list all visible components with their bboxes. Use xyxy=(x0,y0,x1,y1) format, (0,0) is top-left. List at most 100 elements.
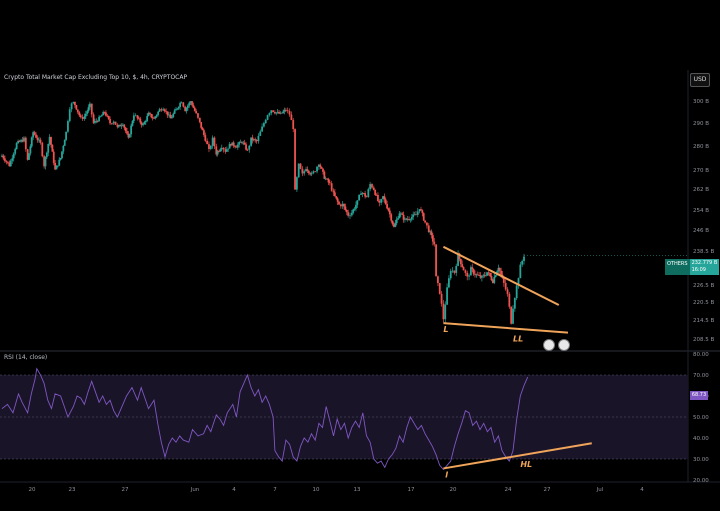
candle-body xyxy=(257,135,260,142)
candle-body xyxy=(162,109,165,111)
candle-body xyxy=(208,144,210,150)
candle-body xyxy=(446,287,448,305)
candle-body xyxy=(478,275,481,276)
candle-body xyxy=(119,124,122,127)
candle-body xyxy=(241,141,243,143)
chart-title: Crypto Total Market Cap Excluding Top 10… xyxy=(4,74,188,81)
candle-body xyxy=(343,203,345,207)
candle-body xyxy=(371,184,373,188)
currency-button[interactable]: USD xyxy=(690,73,710,87)
candle-body xyxy=(26,149,29,160)
trendline xyxy=(443,322,569,334)
candle-body xyxy=(427,225,430,233)
candle-body xyxy=(292,120,295,130)
candle-body xyxy=(165,111,168,113)
candle-body xyxy=(41,142,44,157)
candle-body xyxy=(120,125,123,127)
price-tick-label: 262 B xyxy=(693,187,709,193)
candle-body xyxy=(431,235,434,242)
candle-body xyxy=(234,145,236,147)
candle-body xyxy=(264,119,267,124)
candle-body xyxy=(232,142,235,146)
candle-body xyxy=(408,219,410,220)
candle-body xyxy=(192,105,195,108)
candle-body xyxy=(52,151,55,163)
candle-body xyxy=(177,106,180,109)
candle-body xyxy=(259,131,262,136)
candle-body xyxy=(424,220,426,223)
candle-body xyxy=(305,169,307,172)
rsi-tick-label: 30.00 xyxy=(693,457,709,463)
candle-body xyxy=(126,131,128,134)
candle-body xyxy=(276,111,279,113)
candle-body xyxy=(479,275,482,278)
event-flag-icon[interactable] xyxy=(543,339,555,351)
candle-body xyxy=(295,177,298,190)
candle-body xyxy=(242,142,245,144)
candle-body xyxy=(139,118,142,123)
candle-body xyxy=(365,196,368,198)
candle-body xyxy=(270,110,273,114)
candle-body xyxy=(168,114,170,116)
candle-body xyxy=(497,268,500,272)
candle-body xyxy=(472,269,475,274)
candle-body xyxy=(150,113,153,118)
candle-body xyxy=(201,127,204,131)
candle-body xyxy=(158,109,161,112)
candle-body xyxy=(255,140,258,142)
candle-body xyxy=(421,210,424,214)
trend-label: L xyxy=(443,325,448,334)
candle-body xyxy=(362,193,365,194)
candle-body xyxy=(185,107,188,112)
candle-body xyxy=(444,304,447,320)
rsi-tick-label: 70.00 xyxy=(693,373,709,379)
candle-body xyxy=(130,125,133,135)
candle-body xyxy=(272,110,274,113)
candle-body xyxy=(220,147,223,150)
candle-body xyxy=(502,277,505,283)
candle-body xyxy=(166,111,169,116)
candle-body xyxy=(98,116,100,122)
price-badge-value: 232.779 B 16:09 xyxy=(689,259,720,275)
candle-body xyxy=(95,120,98,122)
time-tick-label: Jun xyxy=(190,487,200,493)
candle-body xyxy=(418,209,421,212)
candle-body xyxy=(128,134,131,138)
candle-body xyxy=(490,276,493,281)
price-tick-label: 290 B xyxy=(693,121,709,127)
candle-body xyxy=(339,204,342,207)
candle-body xyxy=(335,196,338,199)
event-flag-icon[interactable] xyxy=(558,339,570,351)
candle-body xyxy=(435,244,437,277)
time-tick-label: 27 xyxy=(122,487,129,493)
rsi-tick-label: 50.00 xyxy=(693,415,709,421)
candle-body xyxy=(350,212,353,216)
candle-body xyxy=(480,276,483,278)
candle-body xyxy=(471,267,474,270)
candle-body xyxy=(55,165,58,170)
candle-body xyxy=(489,272,492,277)
candle-body xyxy=(263,123,265,127)
candle-body xyxy=(48,136,51,144)
candle-body xyxy=(8,162,11,167)
candle-body xyxy=(510,306,513,324)
candle-body xyxy=(448,278,450,288)
candle-body xyxy=(224,149,227,152)
candle-body xyxy=(409,219,412,221)
candle-body xyxy=(173,110,176,114)
candle-body xyxy=(225,149,228,152)
candle-body xyxy=(410,216,413,220)
candle-body xyxy=(420,209,422,211)
candle-body xyxy=(430,231,433,236)
candle-body xyxy=(44,157,47,167)
candle-body xyxy=(50,136,52,145)
time-tick-label: 7 xyxy=(273,487,277,493)
rsi-trend-label: HL xyxy=(520,460,532,469)
candle-body xyxy=(422,213,425,221)
rsi-tick-label: 20.00 xyxy=(693,478,709,484)
candle-body xyxy=(79,115,82,118)
candle-body xyxy=(203,130,205,136)
candle-body xyxy=(90,103,93,115)
candle-body xyxy=(349,215,351,217)
